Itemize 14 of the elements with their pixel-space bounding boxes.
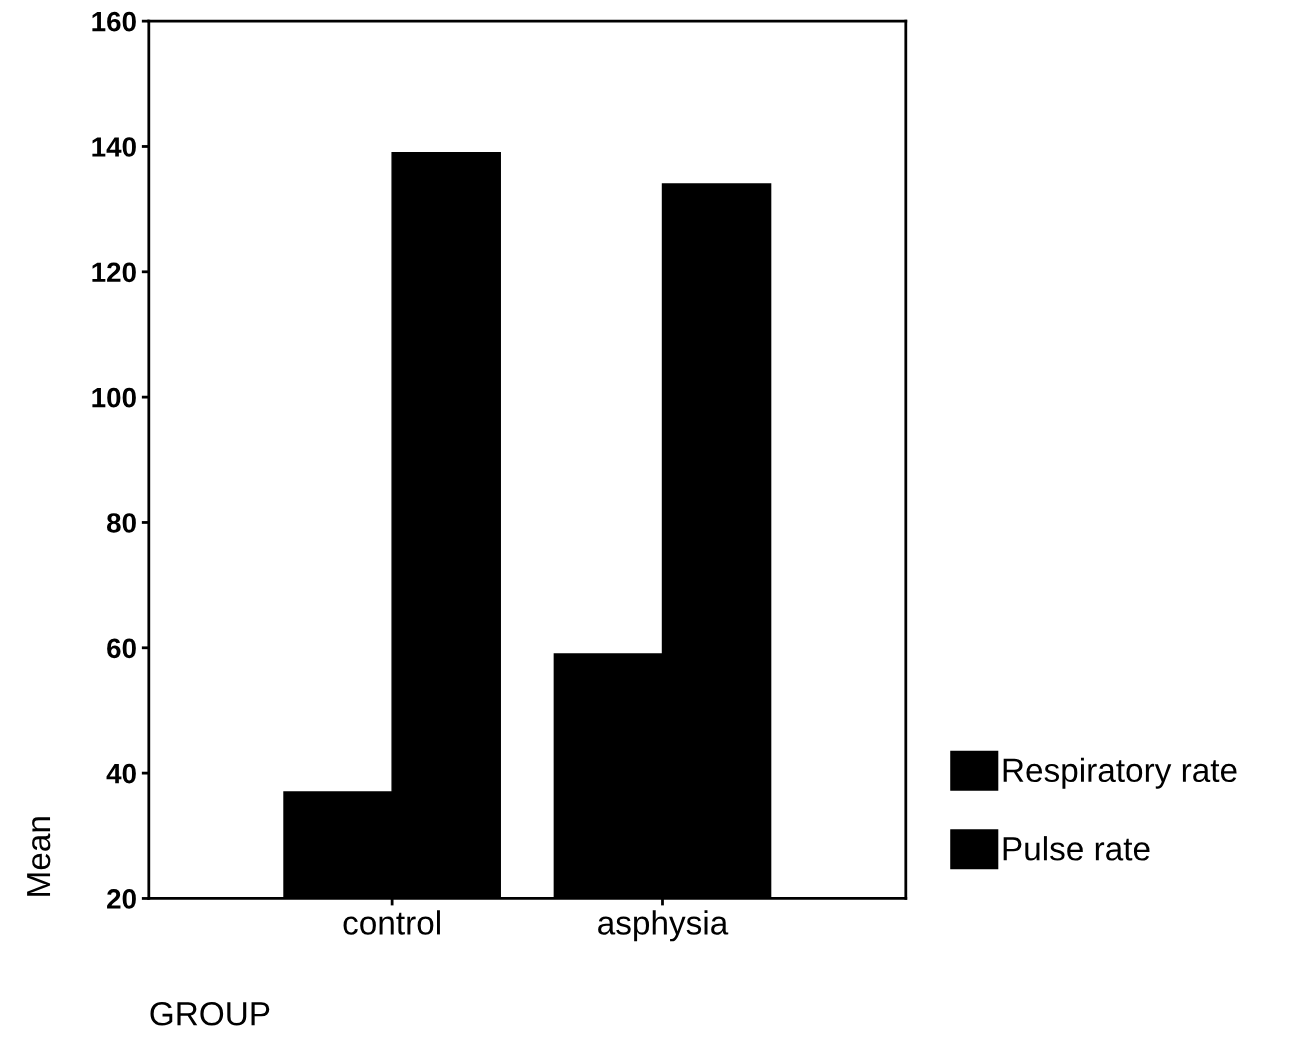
y-tick-label: 120 (92, 262, 136, 283)
y-tick-label: 100 (92, 387, 136, 408)
x-tick-label: asphysia (598, 910, 729, 942)
y-tick-label: 140 (92, 137, 136, 157)
legend-label: Pulse rate (1003, 836, 1150, 861)
legend-label: Respiratory rate (1003, 757, 1237, 789)
y-axis-title: Mean (27, 817, 51, 896)
x-axis-title: GROUP (150, 1002, 270, 1026)
y-tick-label: 20 (107, 889, 136, 909)
y-tick-label: 160 (92, 11, 136, 32)
y-tick-label: 60 (107, 638, 136, 659)
y-tick-label: 40 (106, 763, 136, 784)
x-tick-label: control (343, 910, 440, 935)
y-tick-label: 80 (106, 513, 136, 533)
